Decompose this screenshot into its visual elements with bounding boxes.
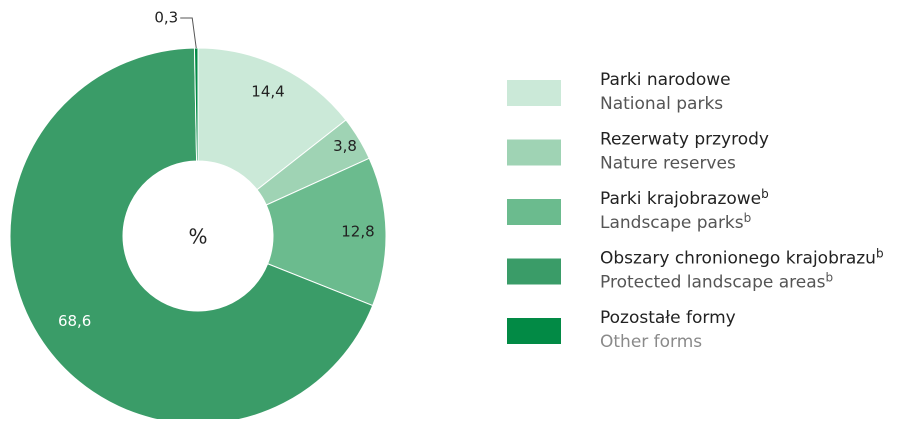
legend-label-pl: Obszary chronionego krajobrazu bbox=[600, 249, 876, 269]
donut-slice bbox=[9, 47, 374, 423]
legend-label-en: Other forms bbox=[600, 332, 702, 352]
footnote-mark: b bbox=[826, 270, 834, 284]
legend-swatch bbox=[507, 258, 561, 285]
donut-slice bbox=[265, 157, 387, 307]
donut-slice bbox=[197, 47, 347, 191]
legend-label: Parki narodowe bbox=[600, 70, 731, 90]
donut-slice bbox=[193, 47, 199, 162]
legend-label: Rezerwaty przyrody bbox=[600, 130, 769, 150]
footnote-mark: b bbox=[744, 211, 752, 225]
legend-label: Parki krajobrazoweb bbox=[600, 187, 769, 210]
legend-label-pl: Parki narodowe bbox=[600, 70, 731, 90]
legend-label-en: Protected landscape areasb bbox=[600, 270, 833, 293]
legend-swatch bbox=[507, 139, 561, 166]
legend-label-pl: Parki krajobrazowe bbox=[600, 189, 761, 209]
legend-label-en-text: Landscape parks bbox=[600, 213, 744, 233]
data-label: 0,3 bbox=[154, 9, 178, 27]
legend-label-en: Nature reserves bbox=[600, 154, 736, 174]
legend-label: Pozostałe formy bbox=[600, 308, 736, 328]
legend-swatch bbox=[507, 318, 561, 344]
data-label: 68,6 bbox=[58, 312, 91, 330]
legend-label-pl: Pozostałe formy bbox=[600, 308, 736, 328]
legend-label-en: National parks bbox=[600, 94, 723, 114]
legend-label-en-text: Protected landscape areas bbox=[600, 273, 826, 293]
leader-line bbox=[180, 17, 197, 49]
footnote-mark: b bbox=[876, 246, 884, 260]
data-label: 3,8 bbox=[333, 137, 357, 155]
data-label: 12,8 bbox=[341, 223, 374, 241]
legend-label-en-text: Nature reserves bbox=[600, 154, 736, 174]
center-label: % bbox=[188, 225, 207, 249]
data-label: 14,4 bbox=[251, 83, 284, 101]
legend-label-en-text: Other forms bbox=[600, 332, 702, 352]
legend-label-en: Landscape parksb bbox=[600, 211, 751, 234]
legend-label-en-text: National parks bbox=[600, 94, 723, 114]
legend-swatch bbox=[507, 80, 561, 106]
legend-label-pl: Rezerwaty przyrody bbox=[600, 130, 769, 150]
legend-label: Obszary chronionego krajobrazub bbox=[600, 246, 884, 269]
footnote-mark: b bbox=[761, 187, 769, 201]
legend-swatch bbox=[507, 199, 561, 225]
